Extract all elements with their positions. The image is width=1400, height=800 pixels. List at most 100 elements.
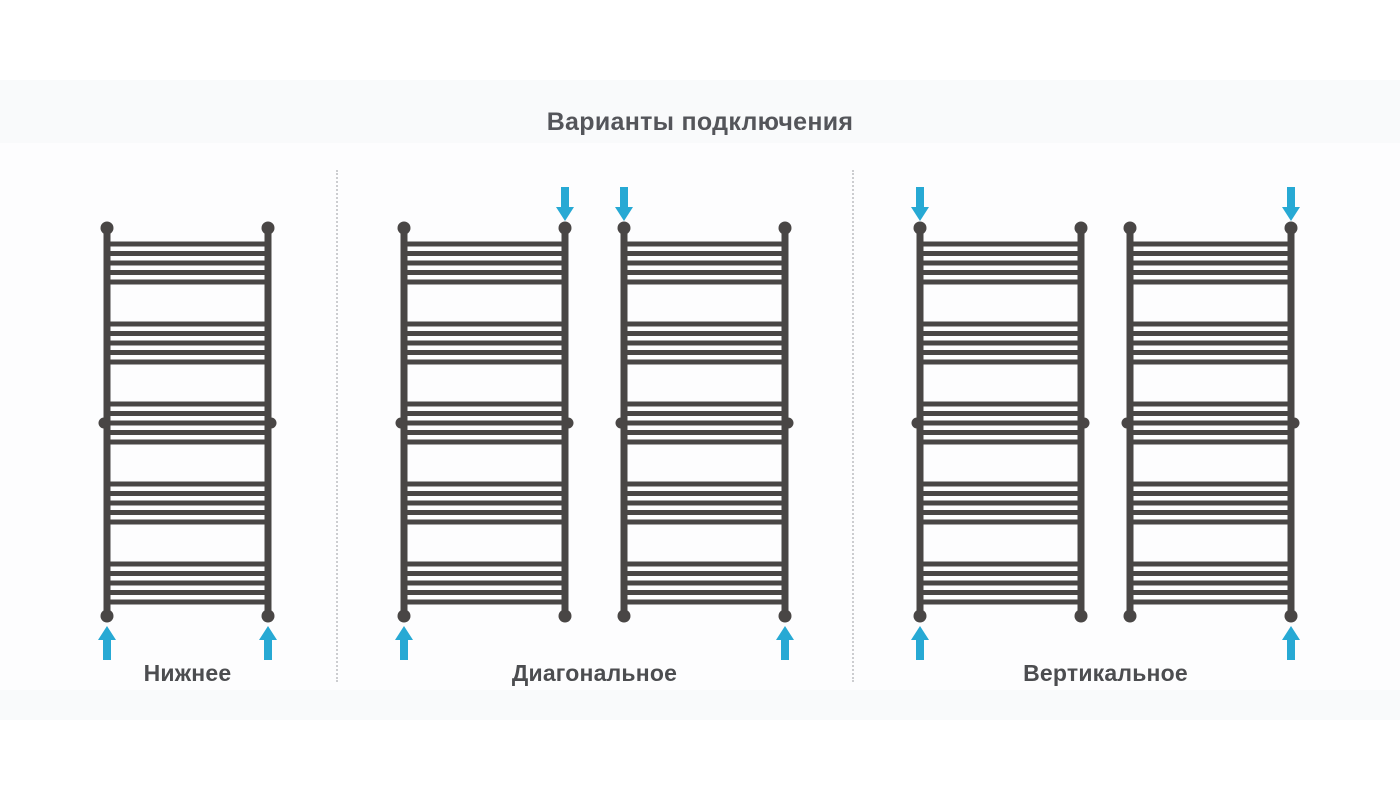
flow-arrow-up-icon (776, 626, 794, 660)
rung (920, 420, 1081, 426)
rung (1130, 481, 1291, 487)
rung (107, 331, 268, 336)
pipe-cap (913, 221, 927, 235)
rung (1130, 519, 1291, 525)
pipe-cap (1123, 609, 1137, 623)
rung (624, 510, 785, 515)
side-connector (1288, 417, 1300, 429)
rung (920, 241, 1081, 247)
pipe-cap (397, 609, 411, 623)
rung (920, 270, 1081, 275)
radiator-vertical-connection-a (895, 187, 1106, 667)
rung (624, 571, 785, 576)
side-connector (562, 417, 574, 429)
rung (624, 321, 785, 327)
rung (624, 481, 785, 487)
rung (1130, 580, 1291, 586)
radiator-diagonal-connection-a (379, 187, 590, 667)
side-connector (395, 417, 407, 429)
rung (920, 580, 1081, 586)
pipe-cap (397, 221, 411, 235)
pipe-cap (1284, 221, 1298, 235)
flow-arrow-down-glyph (615, 187, 633, 221)
rung (404, 580, 565, 586)
rung (624, 430, 785, 435)
flow-arrow-up-icon (98, 626, 116, 660)
rung (624, 241, 785, 247)
rung (624, 340, 785, 346)
pipe-cap (100, 221, 114, 235)
rung (920, 331, 1081, 336)
rung (1130, 439, 1291, 445)
towel-rail-ladder (98, 221, 277, 623)
side-connector (782, 417, 794, 429)
rung (107, 500, 268, 506)
rung (404, 430, 565, 435)
rung (920, 561, 1081, 567)
rung (107, 580, 268, 586)
rung (404, 439, 565, 445)
side-connector (265, 417, 277, 429)
rung (107, 340, 268, 346)
rung (404, 260, 565, 266)
rung (1130, 420, 1291, 426)
flow-arrow-up-glyph (259, 626, 277, 660)
rung (1130, 401, 1291, 407)
rung (920, 510, 1081, 515)
rung (1130, 599, 1291, 605)
flow-arrow-down-icon (556, 187, 574, 221)
rung (404, 331, 565, 336)
flow-arrow-down-glyph (911, 187, 929, 221)
rung (107, 599, 268, 605)
rung (624, 260, 785, 266)
rung (1130, 321, 1291, 327)
rung (1130, 251, 1291, 256)
pipe-cap (100, 609, 114, 623)
rung (920, 321, 1081, 327)
rung (624, 590, 785, 595)
rung (1130, 350, 1291, 355)
rung (404, 519, 565, 525)
rung (920, 350, 1081, 355)
group-separator-dotted-line (336, 170, 338, 682)
pipe-cap (1123, 221, 1137, 235)
rung (107, 411, 268, 416)
rung (107, 260, 268, 266)
rung (624, 401, 785, 407)
rung (404, 571, 565, 576)
rung (920, 571, 1081, 576)
rung (1130, 359, 1291, 365)
rung (920, 491, 1081, 496)
flow-arrow-up-icon (259, 626, 277, 660)
radiator-diagonal-connection-b (599, 187, 810, 667)
rung (1130, 430, 1291, 435)
flow-arrow-down-glyph (556, 187, 574, 221)
rung (920, 340, 1081, 346)
rung (920, 401, 1081, 407)
flow-arrow-up-icon (1282, 626, 1300, 660)
rung (920, 411, 1081, 416)
rung (404, 491, 565, 496)
rung (404, 481, 565, 487)
rung (624, 350, 785, 355)
rung (624, 359, 785, 365)
rung (404, 510, 565, 515)
pipe-cap (778, 609, 792, 623)
rung (920, 279, 1081, 285)
rung (624, 411, 785, 416)
rung (920, 590, 1081, 595)
pipe-cap (913, 609, 927, 623)
flow-arrow-up-glyph (1282, 626, 1300, 660)
rung (107, 590, 268, 595)
rung (920, 251, 1081, 256)
rung (624, 519, 785, 525)
rung (920, 481, 1081, 487)
pipe-cap (1074, 221, 1088, 235)
rung (107, 519, 268, 525)
pipe-cap (778, 221, 792, 235)
rung (107, 251, 268, 256)
rung (1130, 331, 1291, 336)
side-connector (98, 417, 110, 429)
rung (920, 260, 1081, 266)
rung (404, 321, 565, 327)
